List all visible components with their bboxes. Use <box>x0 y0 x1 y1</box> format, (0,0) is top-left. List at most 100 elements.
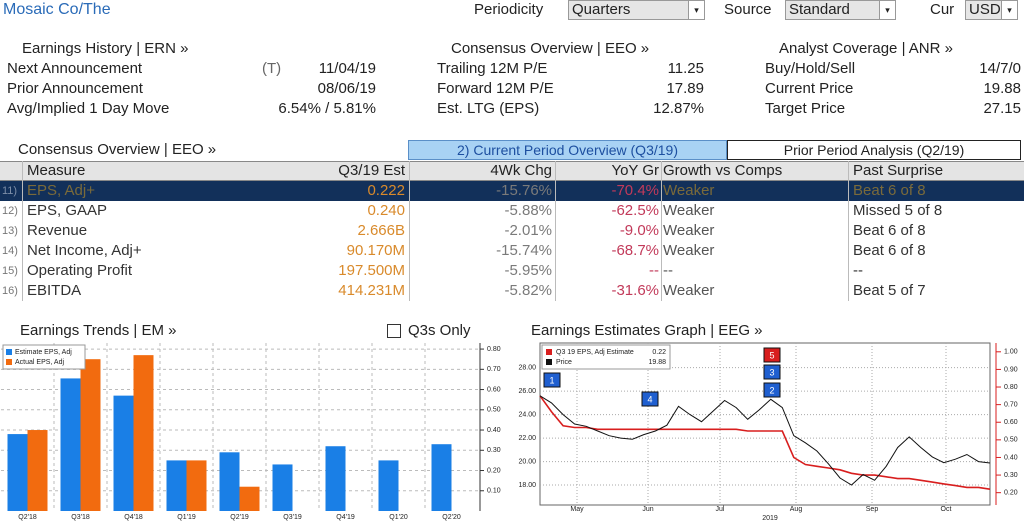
table-cell: EPS, GAAP <box>27 202 108 219</box>
dropdown-arrow[interactable]: ▾ <box>688 1 704 19</box>
series-line <box>539 395 991 486</box>
x-tick-label: Q1'19 <box>177 514 196 521</box>
table-cell: Weaker <box>663 222 715 239</box>
table-cell: -5.95% <box>504 262 552 279</box>
table-cell: Beat 6 of 8 <box>853 182 926 199</box>
row-label: Forward 12M P/E <box>437 80 554 97</box>
x-tick-label: Sep <box>866 506 879 513</box>
table-row[interactable] <box>0 261 1024 281</box>
table-cell: Net Income, Adj+ <box>27 242 142 259</box>
table-cell: Weaker <box>663 282 715 299</box>
bar <box>166 460 187 511</box>
table-cell: Beat 5 of 7 <box>853 282 926 299</box>
y-tick-label: 28.00 <box>518 364 536 371</box>
row-value: 11/04/19 <box>318 60 376 77</box>
row-value: 11.25 <box>667 60 704 77</box>
y2-tick-label: 0.40 <box>1004 454 1018 461</box>
table-cell: Weaker <box>663 202 715 219</box>
event-marker <box>641 391 659 407</box>
table-title[interactable]: Consensus Overview | EEO » <box>18 141 217 158</box>
bar <box>133 355 154 511</box>
table-row[interactable] <box>0 181 1024 201</box>
row-number: 12) <box>2 205 18 217</box>
source-dropdown[interactable]: Standard ▾ <box>785 0 896 20</box>
column-header: 4Wk Chg <box>490 162 552 179</box>
section-title[interactable]: Analyst Coverage | ANR » <box>779 40 953 57</box>
row-label: Target Price <box>765 100 846 117</box>
legend-box <box>2 344 86 370</box>
chart-title[interactable]: Earnings Estimates Graph | EEG » <box>531 322 763 339</box>
bar <box>60 378 81 511</box>
table-cell: -9.0% <box>619 222 659 239</box>
table-row[interactable] <box>0 241 1024 261</box>
y2-tick-label: 0.60 <box>1004 419 1018 426</box>
bar <box>27 430 48 511</box>
table-row[interactable] <box>0 201 1024 221</box>
table-cell: Beat 6 of 8 <box>853 222 926 239</box>
column-divider <box>555 161 556 301</box>
y2-tick-label: 0.90 <box>1004 366 1018 373</box>
y-tick-label: 18.00 <box>518 482 536 489</box>
period-tab[interactable]: Prior Period Analysis (Q2/19) <box>727 140 1021 160</box>
table-cell: -62.5% <box>611 202 659 219</box>
row-number: 13) <box>2 225 18 237</box>
legend-value: 0.22 <box>652 349 666 356</box>
table-cell: Weaker <box>663 242 715 259</box>
column-header: Growth vs Comps <box>663 162 783 179</box>
column-header: Q3/19 Est <box>338 162 405 179</box>
table-cell: Weaker <box>663 182 715 199</box>
column-divider <box>848 161 849 301</box>
table-cell: -31.6% <box>611 282 659 299</box>
row-value: 19.88 <box>983 80 1021 97</box>
y-tick-label: 20.00 <box>518 458 536 465</box>
legend-swatch <box>6 359 12 365</box>
table-cell: -68.7% <box>611 242 659 259</box>
dropdown-arrow[interactable]: ▾ <box>1001 1 1017 19</box>
year-label: 2019 <box>762 515 778 522</box>
security-name: Mosaic Co/The <box>3 1 111 18</box>
period-tab[interactable]: 2) Current Period Overview (Q3/19) <box>408 140 727 160</box>
event-marker <box>543 372 561 388</box>
row-number: 14) <box>2 245 18 257</box>
table-cell: -5.88% <box>504 202 552 219</box>
bar <box>325 446 346 511</box>
column-divider <box>22 161 23 301</box>
row-label: Avg/Implied 1 Day Move <box>7 100 170 117</box>
checkbox[interactable] <box>387 324 401 338</box>
table-cell: -15.74% <box>496 242 552 259</box>
table-cell: 0.222 <box>367 182 405 199</box>
dropdown-arrow[interactable]: ▾ <box>879 1 895 19</box>
table-cell: -15.76% <box>496 182 552 199</box>
bar <box>219 452 240 511</box>
row-label: Current Price <box>765 80 854 97</box>
row-value: 08/06/19 <box>317 80 376 97</box>
table-cell: 2.666B <box>357 222 405 239</box>
event-marker-label: 4 <box>647 394 652 404</box>
section-title[interactable]: Consensus Overview | EEO » <box>451 40 650 57</box>
y-tick-label: 22.00 <box>518 435 536 442</box>
cur-dropdown[interactable]: USD ▾ <box>965 0 1018 20</box>
periodicity-dropdown[interactable]: Quarters ▾ <box>568 0 705 20</box>
row-number: 15) <box>2 265 18 277</box>
event-marker-label: 2 <box>769 385 774 395</box>
table-cell: 197.500M <box>338 262 405 279</box>
table-row[interactable] <box>0 221 1024 241</box>
row-label: Prior Announcement <box>7 80 143 97</box>
y-tick-label: 0.10 <box>487 488 501 495</box>
column-divider <box>661 161 662 301</box>
source-label: Source <box>724 1 772 18</box>
x-tick-label: May <box>570 506 584 513</box>
y2-tick-label: 0.70 <box>1004 401 1018 408</box>
event-marker-label: 3 <box>769 367 774 377</box>
x-tick-label: Q4'18 <box>124 514 143 521</box>
chart-title[interactable]: Earnings Trends | EM » <box>20 322 177 339</box>
legend-label: Price <box>556 359 572 366</box>
x-tick-label: Q4'19 <box>336 514 355 521</box>
section-title[interactable]: Earnings History | ERN » <box>22 40 189 57</box>
column-header: YoY Gr <box>611 162 659 179</box>
y-tick-label: 0.60 <box>487 386 501 393</box>
table-row[interactable] <box>0 281 1024 301</box>
table-cell: 90.170M <box>346 242 405 259</box>
x-tick-label: Aug <box>790 506 803 513</box>
